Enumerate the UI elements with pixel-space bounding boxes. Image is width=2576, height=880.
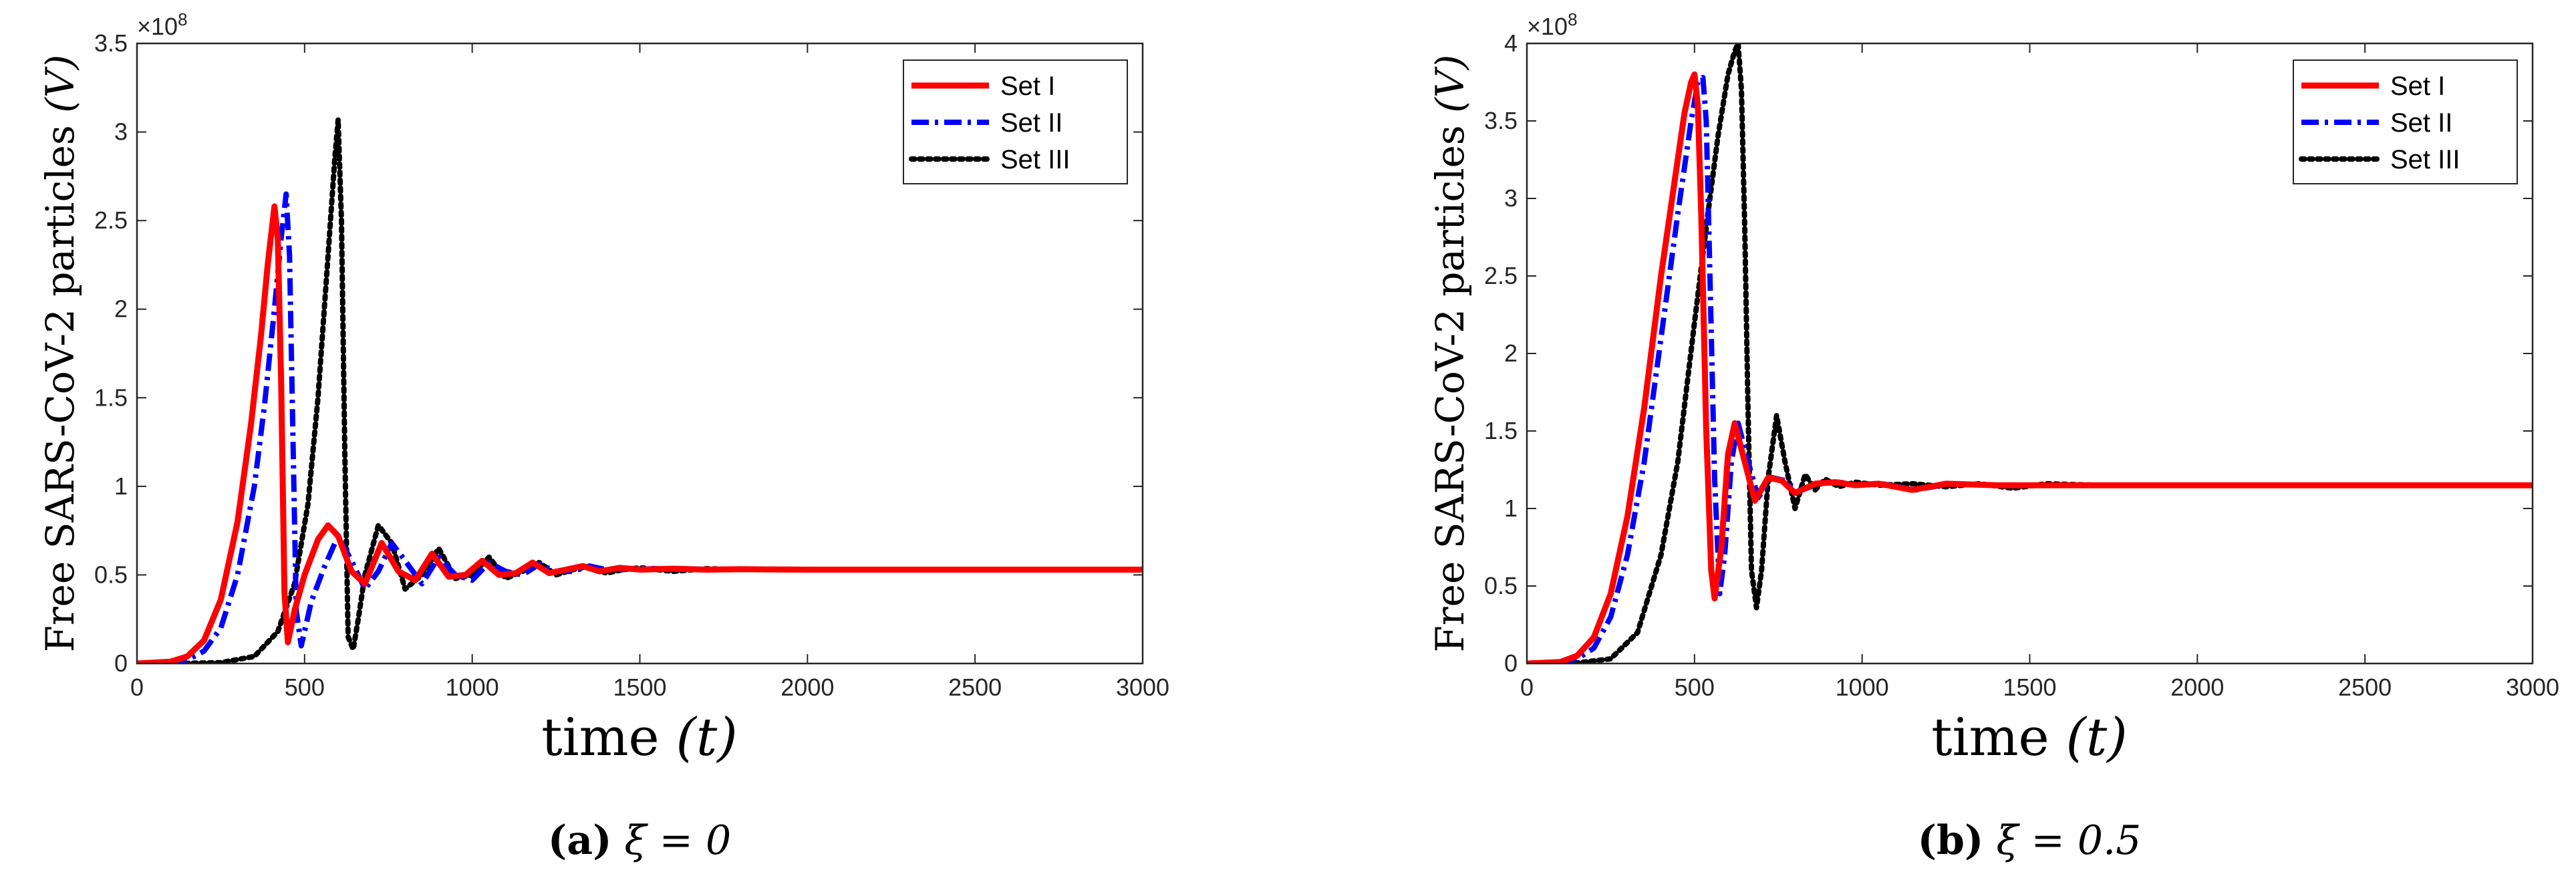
y-axis-label-a: Free SARS-CoV-2 particles (V) <box>37 55 83 653</box>
x-tick-label: 0 <box>1520 674 1534 701</box>
y-exponent-label-a: ×108 <box>137 9 188 40</box>
legend-label-set-ii: Set II <box>2390 108 2452 138</box>
y-exponent-label-b: ×108 <box>1527 9 1578 40</box>
y-tick-label: 1.5 <box>1484 417 1518 444</box>
y-tick-label: 2 <box>1504 339 1518 367</box>
legend-box <box>2293 59 2518 184</box>
y-tick-label: 1.5 <box>94 384 128 411</box>
legend-label-set-ii: Set II <box>1000 108 1062 138</box>
y-tick-label: 2.5 <box>94 206 128 234</box>
legend-label-set-iii: Set III <box>2390 145 2460 174</box>
y-tick-label: 3.5 <box>94 29 128 57</box>
x-axis-label-a: time (t) <box>541 708 737 768</box>
x-axis-label-b: time (t) <box>1931 708 2127 768</box>
y-tick-label: 3.5 <box>1484 107 1518 134</box>
y-tick-label: 0 <box>114 649 128 677</box>
legend-b: Set I Set II Set III <box>2293 59 2518 184</box>
y-tick-label: 2 <box>114 295 128 323</box>
x-tick-label: 3000 <box>2506 674 2559 701</box>
x-tick-label: 2500 <box>2338 674 2392 701</box>
caption-b: (b) ξ = 0.5 <box>1918 817 2142 864</box>
legend-label-set-i: Set I <box>2390 71 2445 101</box>
y-tick-label: 1 <box>114 472 128 500</box>
x-tick-label: 0 <box>130 674 144 701</box>
legend-a: Set I Set II Set III <box>903 59 1128 184</box>
y-tick-label: 3 <box>114 118 128 146</box>
x-tick-label: 3000 <box>1116 674 1169 701</box>
x-tick-label: 1000 <box>446 674 499 701</box>
x-tick-label: 1000 <box>1836 674 1889 701</box>
x-tick-label: 500 <box>285 674 325 701</box>
y-tick-label: 0 <box>1504 649 1518 677</box>
y-tick-label: 2.5 <box>1484 262 1518 289</box>
series-line-set-i <box>137 203 1143 664</box>
x-tick-label: 2000 <box>780 674 834 701</box>
y-axis-label-b: Free SARS-CoV-2 particles (V) <box>1427 55 1473 653</box>
legend-label-set-iii: Set III <box>1000 145 1070 174</box>
y-tick-label: 4 <box>1504 29 1518 57</box>
legend-box <box>903 59 1128 184</box>
y-tick-label: 0.5 <box>1484 572 1518 599</box>
chart-panel-b: 0 500 1000 1500 2000 2500 3000 0 0.5 1 1.5 2 2.5 3 3.5… <box>1427 9 2559 864</box>
y-tick-label: 3 <box>1504 184 1518 212</box>
y-tick-label: 0.5 <box>94 561 128 588</box>
x-tick-label: 2500 <box>948 674 1002 701</box>
legend-label-set-i: Set I <box>1000 71 1055 101</box>
caption-a: (a) ξ = 0 <box>548 817 731 864</box>
x-tick-label: 500 <box>1675 674 1715 701</box>
x-tick-label: 2000 <box>2170 674 2224 701</box>
x-tick-label: 1500 <box>2003 674 2056 701</box>
x-tick-label: 1500 <box>613 674 666 701</box>
y-tick-label: 1 <box>1504 494 1518 522</box>
series-line-set-i <box>1527 71 2533 664</box>
chart-panel-a: 0 500 1000 1500 2000 2500 3000 0 0.5 1 1.5 2 2.5 3 3.5… <box>37 9 1169 864</box>
